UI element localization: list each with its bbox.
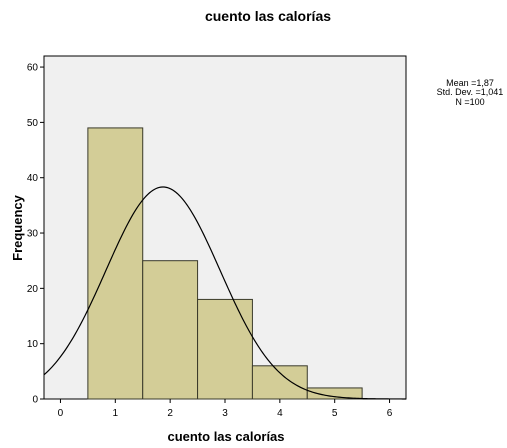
bars-layer [87,127,363,400]
y-tick-label: 30 [27,229,39,240]
x-tick-label: 4 [277,408,283,419]
y-tick-label: 20 [27,284,39,295]
y-axis-title: Frequency [10,194,25,261]
histogram-bar-3 [197,298,253,400]
histogram-bar-4 [251,365,308,400]
normal-curve [43,186,407,400]
x-tick-label: 3 [222,408,228,419]
histogram-bar-1 [87,127,144,400]
y-tick-label: 0 [32,395,38,406]
stats-std-dev: Std. Dev. =1,041 [437,87,504,97]
stats-box: Mean =1,87 Std. Dev. =1,041 N =100 [437,78,504,107]
histogram-bar-2 [142,260,199,400]
y-tick-label: 40 [27,173,39,184]
x-tick-label: 1 [113,408,119,419]
chart-title: cuento las calorías [205,8,331,24]
stats-mean: Mean =1,87 [446,78,494,88]
x-tick-label: 2 [167,408,173,419]
y-axis: 0 10 20 30 40 50 60 [27,63,44,406]
y-tick-label: 50 [27,118,39,129]
x-tick-label: 5 [332,408,338,419]
x-axis: 0 1 2 3 4 5 6 [58,399,393,419]
x-tick-label: 0 [58,408,64,419]
y-tick-label: 10 [27,339,39,350]
y-tick-label: 60 [27,63,39,74]
stats-n: N =100 [455,97,484,107]
x-axis-title: cuento las calorías [167,429,284,444]
x-tick-label: 6 [387,408,393,419]
